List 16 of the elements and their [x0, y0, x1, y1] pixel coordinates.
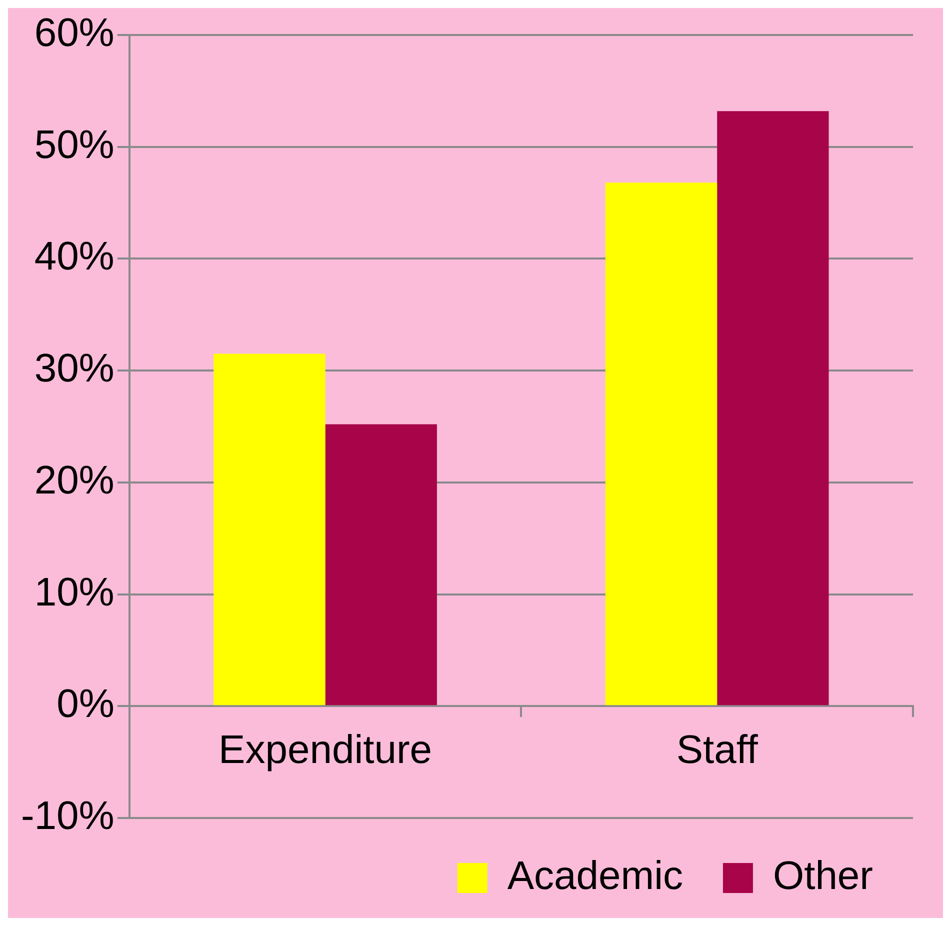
y-tick-label: 60% [34, 11, 114, 56]
y-tick-label: 0% [56, 682, 114, 726]
bar [214, 354, 326, 706]
legend-label: Other [772, 854, 874, 898]
x-tick-label: Staff [676, 728, 759, 772]
bar [717, 111, 829, 706]
y-tick-label: 10% [34, 570, 114, 614]
x-tick-label: Expenditure [218, 728, 432, 772]
y-tick-label: 20% [34, 458, 114, 502]
y-tick-label: -10% [20, 794, 114, 838]
y-tick-label: 50% [34, 122, 114, 167]
y-tick-label: 40% [34, 234, 114, 279]
bar [325, 424, 437, 706]
y-tick-label: 30% [34, 346, 114, 391]
bar [605, 182, 718, 706]
legend-label: Academic [507, 854, 683, 898]
